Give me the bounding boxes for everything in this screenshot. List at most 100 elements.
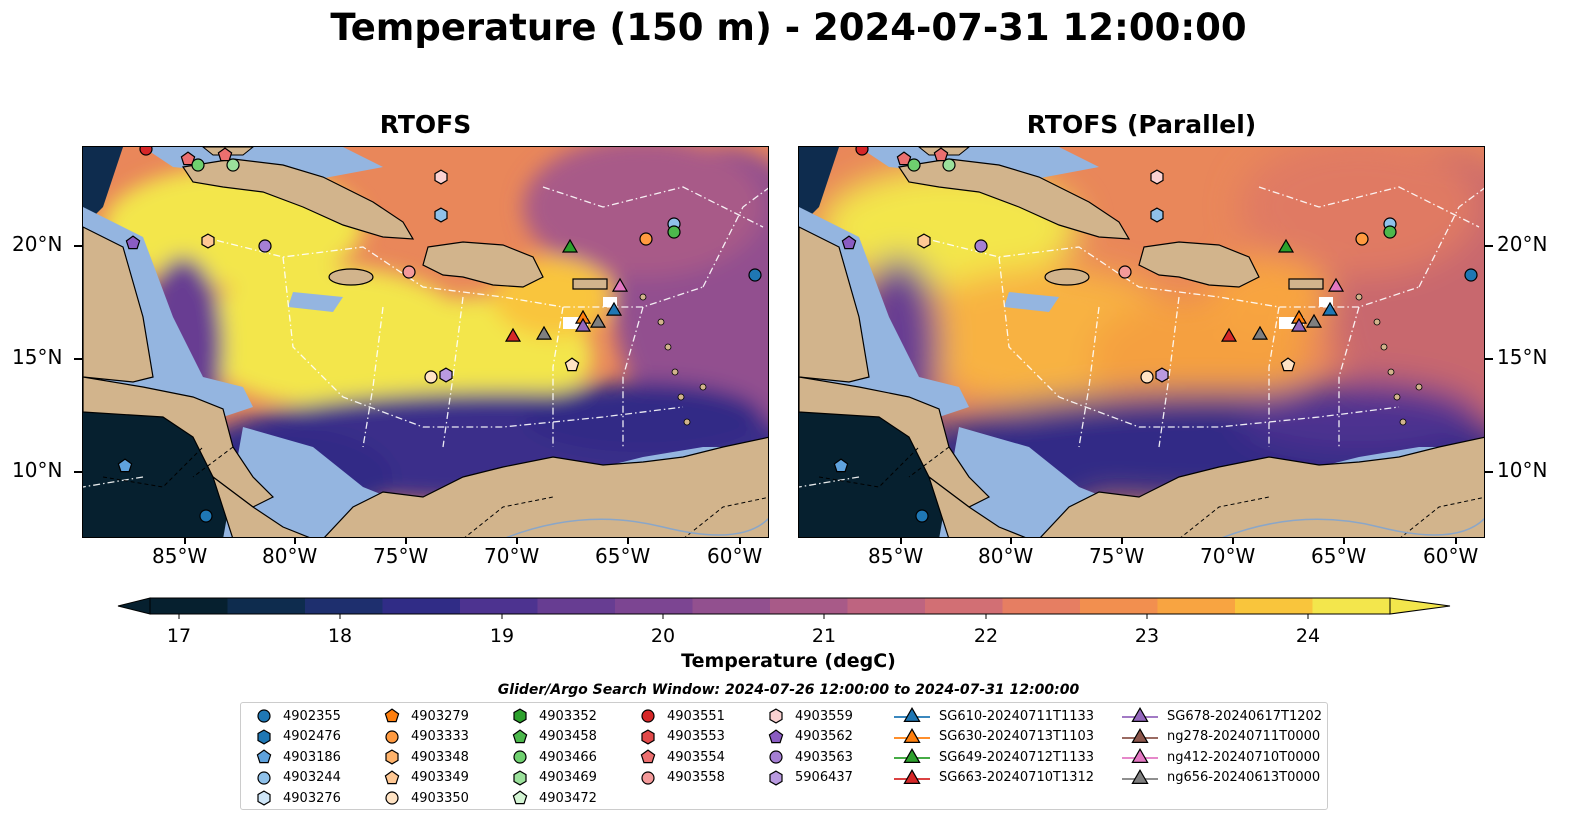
legend-entry: SG663-20240710T1312	[893, 768, 1094, 788]
circle-marker-icon	[513, 750, 527, 764]
hexagon-marker-icon	[513, 708, 527, 724]
legend-label: 4902355	[283, 708, 341, 724]
figure-title: Temperature (150 m) - 2024-07-31 12:00:0…	[330, 6, 1247, 49]
legend-entry: 4903472	[509, 788, 597, 808]
map-marker	[258, 239, 272, 253]
pentagon-marker-icon	[768, 728, 784, 743]
circle-marker-icon	[641, 771, 655, 785]
map-marker	[504, 327, 522, 342]
map-marker	[564, 357, 580, 372]
map-marker	[424, 370, 438, 384]
map-marker	[217, 147, 233, 162]
map-marker	[915, 509, 929, 523]
map-marker	[535, 325, 553, 340]
legend-entry: 4903554	[637, 747, 725, 767]
map-panel-rtofs-parallel	[798, 146, 1485, 538]
map-marker	[117, 458, 133, 473]
legend-entry: 4903562	[765, 727, 853, 747]
legend-entry: 4903559	[765, 706, 853, 726]
map-marker	[917, 233, 931, 249]
map-marker	[191, 158, 205, 172]
pentagon-marker-icon	[256, 749, 272, 764]
legend-entry: 4903276	[253, 788, 341, 808]
legend-label: 5906437	[795, 770, 853, 786]
colorbar-tick-label: 22	[974, 625, 998, 647]
legend-entry: 4903352	[509, 706, 597, 726]
triangle-marker-icon	[1122, 727, 1158, 743]
lon-tick-mark	[1343, 538, 1345, 544]
lat-tick-mark	[74, 471, 82, 473]
legend-entry: 4903553	[637, 727, 725, 747]
triangle-marker-icon	[1122, 768, 1158, 784]
legend-entry: 4903348	[381, 747, 469, 767]
map-marker	[1280, 357, 1296, 372]
legend-label: 4902476	[283, 729, 341, 745]
map-marker	[855, 147, 869, 156]
colorbar-segment	[847, 598, 926, 614]
lat-tick-label: 10°N	[1497, 458, 1548, 482]
colorbar-tick-label: 24	[1296, 625, 1320, 647]
lat-tick-label: 20°N	[1497, 232, 1548, 256]
legend-label: 4903551	[667, 708, 725, 724]
hexagon-marker-icon	[641, 729, 655, 745]
circle-marker-icon	[257, 709, 271, 723]
legend-entry: SG678-20240617T1202	[1121, 706, 1322, 726]
hexagon-marker-icon	[257, 729, 271, 745]
map-marker	[434, 207, 448, 223]
colorbar-segment	[227, 598, 306, 614]
triangle-marker-icon	[1122, 707, 1158, 722]
map-marker	[1464, 268, 1478, 282]
legend-entry: 4902476	[253, 727, 341, 747]
colorbar-segment	[382, 598, 461, 614]
colorbar-tick-label: 20	[651, 625, 675, 647]
lon-tick-mark	[516, 538, 518, 544]
pentagon-marker-icon	[512, 728, 528, 743]
pentagon-marker-icon	[512, 790, 528, 805]
lat-tick-mark	[1485, 471, 1493, 473]
map-marker	[907, 158, 921, 172]
triangle-marker-icon	[1122, 748, 1158, 764]
lat-tick-mark	[74, 245, 82, 247]
lon-tick-mark	[405, 538, 407, 544]
legend-label: 4903276	[283, 790, 341, 806]
legend-label: 4903469	[539, 770, 597, 786]
legend-label: 4903558	[667, 770, 725, 786]
legend-entry: ng656-20240613T0000	[1121, 768, 1320, 788]
triangle-marker-icon	[894, 707, 930, 722]
colorbar: 17 18 19 20 21 22 23 24	[117, 597, 1451, 647]
legend-label: 4903348	[411, 749, 469, 765]
legend-entry: 4903551	[637, 706, 725, 726]
legend-label: SG663-20240710T1312	[939, 770, 1095, 786]
legend-label: 4903279	[411, 708, 469, 724]
legend-label: SG678-20240617T1202	[1167, 708, 1323, 724]
circle-marker-icon	[769, 750, 783, 764]
lat-tick-label: 15°N	[12, 345, 63, 369]
legend-entry: 4903349	[381, 768, 469, 788]
map-marker	[201, 233, 215, 249]
map-canvas-rtofs	[83, 147, 768, 537]
lon-tick-mark	[1010, 538, 1012, 544]
circle-marker-icon	[385, 791, 399, 805]
map-marker	[226, 158, 240, 172]
lon-tick-mark	[294, 538, 296, 544]
legend-label: ng412-20240710T0000	[1167, 749, 1321, 765]
circle-marker-icon	[641, 709, 655, 723]
map-marker	[434, 169, 448, 185]
legend-label: 4903554	[667, 749, 725, 765]
map-marker	[1150, 169, 1164, 185]
map-marker	[667, 225, 681, 239]
map-marker	[933, 147, 949, 162]
map-marker	[1150, 207, 1164, 223]
map-marker	[439, 367, 453, 383]
lat-tick-mark	[1485, 245, 1493, 247]
legend-label: 4903244	[283, 770, 341, 786]
map-marker	[1290, 317, 1308, 332]
lon-tick-label: 60°W	[1423, 544, 1479, 568]
map-marker	[1251, 325, 1269, 340]
legend-entry: 4903558	[637, 768, 725, 788]
legend-label: 4903553	[667, 729, 725, 745]
lat-tick-label: 10°N	[12, 458, 63, 482]
legend-entry: 4903350	[381, 788, 469, 808]
lon-tick-label: 75°W	[1089, 544, 1145, 568]
lon-tick-label: 75°W	[373, 544, 429, 568]
